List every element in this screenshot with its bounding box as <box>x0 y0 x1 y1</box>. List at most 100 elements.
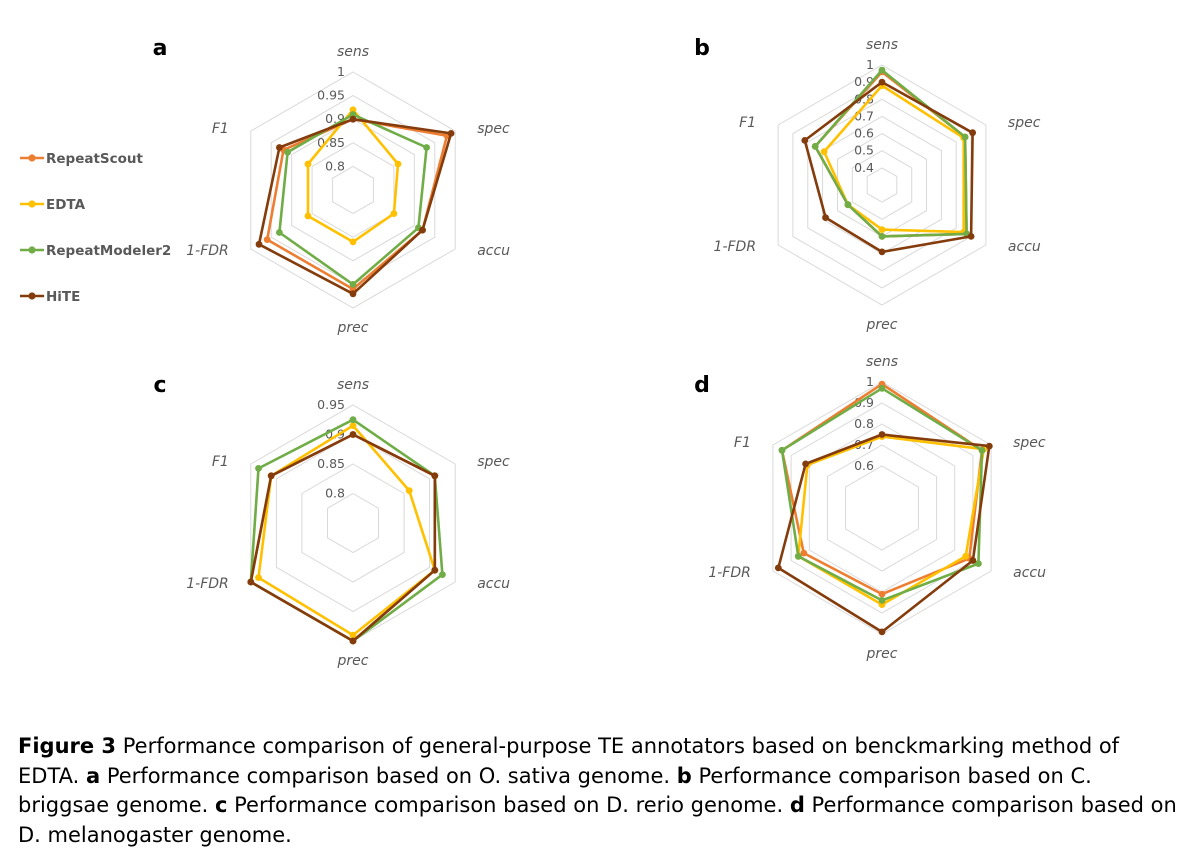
axis-label-1fdr: 1-FDR <box>708 565 751 581</box>
caption-text-segment: Performance comparison based on C. brigg… <box>18 763 1092 818</box>
grid-ring <box>311 142 395 238</box>
tick-label: 0.6 <box>854 458 874 473</box>
data-point-repeatmodeler2 <box>978 446 986 454</box>
series-line-edta <box>796 435 986 606</box>
data-point-hite <box>349 115 357 123</box>
data-point-edta <box>349 422 357 429</box>
grid-ring <box>777 64 987 306</box>
grid-ring <box>275 433 431 613</box>
data-point-hite <box>349 637 357 645</box>
radar-chart-b: 10.90.80.70.60.50.4sensspecaccuprec1-FDR… <box>694 36 1041 333</box>
data-point-hite <box>267 472 275 480</box>
axis-label-1fdr: 1-FDR <box>186 243 229 259</box>
grid-ring <box>866 167 898 203</box>
caption-text-segment: Performance comparison based on D. melan… <box>18 793 1177 847</box>
legend-item: RepeatModeler2 <box>20 243 171 259</box>
legend-swatch-marker <box>28 246 36 254</box>
tick-label: 0.6 <box>854 126 874 141</box>
caption-panel-letter: c <box>215 793 228 817</box>
panel-letter: a <box>153 36 168 61</box>
data-point-repeatmodeler2 <box>811 143 819 150</box>
axis-label-1fdr: 1-FDR <box>186 576 229 592</box>
grid-ring <box>301 463 405 583</box>
grid-ring <box>837 133 927 237</box>
data-point-repeatmodeler2 <box>284 148 291 156</box>
caption-text-segment: Performance comparison based on O. sativ… <box>100 763 677 788</box>
data-point-repeatmodeler2 <box>778 446 786 454</box>
panel-letter: d <box>694 373 710 398</box>
data-point-repeatmodeler2 <box>439 571 446 578</box>
data-point-hite <box>969 129 976 137</box>
data-point-repeatmodeler2 <box>878 384 886 392</box>
data-point-hite <box>774 564 782 572</box>
axis-label-prec: prec <box>866 646 898 662</box>
axis-label-accu: accu <box>477 243 510 259</box>
data-point-edta <box>349 106 357 114</box>
panel-letter: b <box>694 36 710 61</box>
legend-label: HiTE <box>46 289 80 305</box>
tick-label: 0.4 <box>854 160 874 175</box>
legend-swatch-marker <box>28 292 36 300</box>
data-point-hite <box>419 226 426 234</box>
data-point-hite <box>878 78 886 86</box>
axis-label-sens: sens <box>866 37 898 53</box>
tick-label: 0.8 <box>854 416 874 431</box>
data-point-hite <box>247 578 255 586</box>
data-point-hite <box>431 472 439 480</box>
axis-label-spec: spec <box>477 121 510 137</box>
data-point-hite <box>447 130 455 137</box>
legend-label: RepeatModeler2 <box>46 243 171 259</box>
data-point-repeatmodeler2 <box>878 66 886 74</box>
grid-ring <box>845 465 919 551</box>
caption-label: Figure 3 <box>18 734 117 758</box>
data-point-hite <box>967 233 975 240</box>
series-line-edta <box>822 84 966 234</box>
legend-label: RepeatScout <box>46 151 144 167</box>
data-point-edta <box>878 226 886 234</box>
figure-caption: Figure 3 Performance comparison of gener… <box>18 732 1178 850</box>
data-point-hite <box>802 460 809 468</box>
data-point-hite <box>985 442 993 450</box>
data-point-hite <box>878 628 886 636</box>
axis-label-accu: accu <box>1008 239 1041 255</box>
grid-ring <box>332 165 374 215</box>
grid-ring <box>790 402 974 614</box>
data-point-edta <box>962 552 970 560</box>
grid-ring <box>291 118 415 262</box>
legend: RepeatScout EDTA RepeatModeler2 HiTE <box>20 151 171 305</box>
axis-label-spec: spec <box>1008 115 1041 131</box>
axis-label-sens: sens <box>337 377 369 393</box>
tick-label: 1 <box>866 374 874 389</box>
data-point-repeatmodeler2 <box>255 465 262 472</box>
tick-label: 0.8 <box>325 486 345 501</box>
axis-label-accu: accu <box>477 576 510 592</box>
tick-label: 1 <box>337 64 345 79</box>
axis-label-1fdr: 1-FDR <box>714 239 757 255</box>
data-point-repeatmodeler2 <box>961 133 969 141</box>
data-point-hite <box>969 557 977 564</box>
data-point-repeatscout <box>800 549 808 557</box>
caption-panel-letter: d <box>789 793 805 817</box>
data-point-hite <box>801 137 809 144</box>
caption-text-segment: Performance comparison based on D. rerio… <box>227 793 790 817</box>
panel-letter: c <box>153 373 166 398</box>
caption-panel-letter: b <box>676 763 692 788</box>
data-point-hite <box>431 566 439 574</box>
data-point-edta <box>390 210 398 218</box>
axis-label-sens: sens <box>866 354 898 370</box>
axis-label-prec: prec <box>337 653 369 669</box>
data-point-repeatmodeler2 <box>349 111 357 118</box>
tick-label: 1 <box>866 57 874 72</box>
data-point-repeatmodeler2 <box>794 552 802 560</box>
data-point-edta <box>394 160 402 168</box>
data-point-hite <box>822 214 829 222</box>
data-point-repeatscout <box>878 590 886 598</box>
data-point-repeatmodeler2 <box>349 281 357 288</box>
axis-label-f1: F1 <box>212 121 229 137</box>
tick-label: 0.8 <box>325 158 345 173</box>
caption-panel-letter: a <box>85 763 101 788</box>
grid-ring <box>826 444 938 572</box>
axis-label-f1: F1 <box>212 454 229 470</box>
axis-label-sens: sens <box>337 44 369 60</box>
